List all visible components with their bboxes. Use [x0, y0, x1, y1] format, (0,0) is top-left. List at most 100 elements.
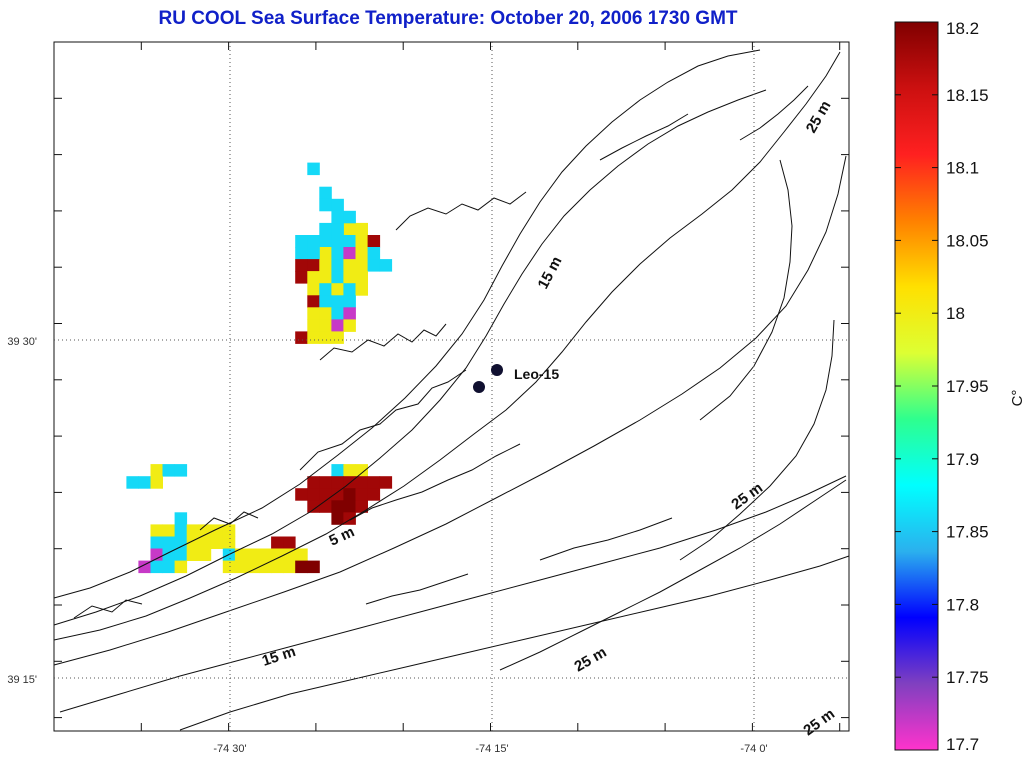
y-tick-label: 39 30': [7, 336, 37, 348]
sst-cell: [307, 259, 320, 272]
sst-cell: [319, 295, 332, 308]
sst-cell: [367, 476, 381, 489]
sst-cell: [367, 235, 381, 248]
sst-cell: [355, 259, 368, 272]
sst-cell: [283, 548, 296, 561]
sst-cell: [331, 222, 344, 236]
sst-cell: [379, 476, 393, 489]
sst-cell: [319, 186, 332, 200]
sst-cell: [162, 464, 175, 477]
sst-cell: [355, 488, 368, 501]
sst-cell: [307, 247, 320, 260]
sst-cell: [331, 476, 344, 489]
sst-cell: [138, 560, 151, 574]
colorbar-tick-label: 18.2: [946, 19, 979, 38]
sst-cell: [319, 259, 332, 272]
colorbar-tick-label: 17.7: [946, 735, 979, 754]
colorbar-tick-label: 18.1: [946, 159, 979, 178]
sst-cell: [331, 464, 344, 477]
sst-cell: [355, 476, 368, 489]
sst-cell: [307, 500, 320, 513]
sst-cell: [247, 560, 260, 574]
sst-cell: [174, 512, 188, 525]
sst-cell: [222, 536, 236, 549]
sst-cell: [126, 476, 139, 489]
colorbar-tick-label: 17.85: [946, 523, 989, 542]
sst-cell: [174, 464, 188, 477]
sst-cell: [295, 247, 308, 260]
sst-cell: [343, 210, 356, 224]
sst-cell: [210, 536, 224, 549]
colorbar-tick-label: 17.8: [946, 595, 979, 614]
sst-cell: [331, 488, 344, 501]
sst-cell: [319, 222, 332, 236]
sst-cell: [355, 235, 368, 248]
sst-cell: [319, 476, 332, 489]
sst-cell: [331, 271, 344, 284]
sst-cell: [271, 548, 284, 561]
sst-cell: [307, 331, 320, 344]
sst-cell: [307, 271, 320, 284]
station-label: Leo-15: [514, 366, 559, 382]
sst-cell: [331, 198, 344, 212]
sst-cell: [319, 198, 332, 212]
sst-cell: [295, 235, 308, 248]
sst-cell: [355, 500, 368, 513]
sst-cell: [343, 247, 356, 260]
sst-cell: [343, 500, 356, 513]
colorbar-gradient: [894, 21, 939, 751]
sst-cell: [331, 500, 344, 513]
x-tick-label: -74 0': [740, 743, 767, 755]
sst-cell: [343, 488, 356, 501]
sst-cell: [319, 331, 332, 344]
sst-cell: [379, 259, 393, 272]
sst-cell: [283, 536, 296, 549]
sst-cell: [198, 548, 212, 561]
sst-cell: [174, 536, 188, 549]
sst-cell: [295, 548, 308, 561]
sst-cell: [355, 247, 368, 260]
sst-cell: [355, 283, 368, 296]
sst-cell: [331, 512, 344, 525]
sst-cell: [271, 536, 284, 549]
sst-cell: [355, 271, 368, 284]
colorbar-unit-label: C°: [1009, 390, 1026, 407]
sst-cell: [343, 271, 356, 284]
sst-cell: [319, 271, 332, 284]
sst-cell: [307, 319, 320, 332]
sst-cell: [319, 488, 332, 501]
sst-cell: [174, 560, 188, 574]
sst-cell: [307, 560, 320, 574]
sst-cell: [295, 271, 308, 284]
sst-cell: [307, 307, 320, 320]
station-markers: Leo-15: [473, 364, 559, 393]
sst-cell: [150, 464, 163, 477]
axis-tick-marks: [53, 41, 849, 731]
sst-cell: [307, 488, 320, 501]
sst-cell: [319, 307, 332, 320]
sst-cell: [367, 488, 381, 501]
map-plot-area: 5 m 15 m 15 m 25 m 25 m 25 m 25 m Leo-15: [53, 41, 850, 739]
sst-cell: [295, 560, 308, 574]
sst-cell: [150, 476, 163, 489]
sst-cell: [234, 560, 248, 574]
sst-cell: [186, 548, 200, 561]
sst-cell: [295, 259, 308, 272]
sst-cell: [331, 247, 344, 260]
sst-cell: [295, 488, 308, 501]
sst-cell: [150, 548, 163, 561]
colorbar-ticks: 18.2 18.15 18.1 18.05 18 17.95 17.9 17.85 17.8 17…: [895, 19, 989, 754]
sst-cell: [247, 548, 260, 561]
sst-cell: [162, 560, 175, 574]
sst-cell: [331, 319, 344, 332]
colorbar-tick-label: 18.15: [946, 86, 989, 105]
sst-cell: [331, 331, 344, 344]
sst-cell: [234, 548, 248, 561]
sst-cell: [150, 524, 163, 537]
sst-cell: [367, 259, 381, 272]
sst-cell: [307, 235, 320, 248]
sst-cell: [331, 235, 344, 248]
chart-title: RU COOL Sea Surface Temperature: October…: [158, 8, 737, 29]
sst-cell: [307, 295, 320, 308]
x-tick-label: -74 30': [213, 743, 246, 755]
